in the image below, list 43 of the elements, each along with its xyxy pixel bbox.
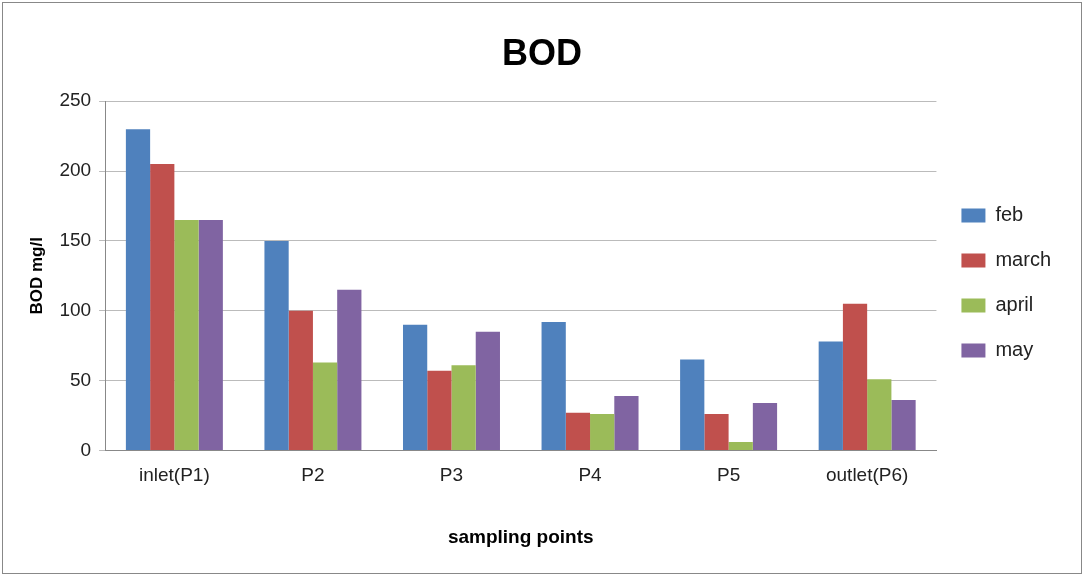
- bar: [565, 412, 591, 450]
- x-tick-label: P4: [578, 464, 603, 486]
- bar: [403, 324, 428, 450]
- legend-label: april: [995, 293, 1034, 316]
- bar: [752, 402, 778, 450]
- legend-label: may: [995, 338, 1034, 361]
- bar: [891, 400, 916, 450]
- legend-label: feb: [995, 203, 1024, 226]
- x-axis-title: sampling points: [447, 525, 594, 547]
- bar: [451, 365, 476, 450]
- y-tick-label: 0: [80, 438, 92, 460]
- x-tick-label: inlet(P1): [139, 464, 210, 486]
- bar: [590, 414, 615, 450]
- legend-label: march: [995, 248, 1052, 271]
- bar: [475, 331, 500, 450]
- bar: [614, 395, 639, 450]
- bar: [150, 164, 175, 450]
- y-tick-label: 250: [59, 89, 92, 111]
- bar: [427, 370, 452, 450]
- bar: [818, 341, 843, 450]
- bar: [337, 289, 362, 450]
- y-tick-label: 100: [59, 298, 92, 320]
- bar: [867, 379, 892, 450]
- x-tick-label: P2: [301, 464, 325, 486]
- bar: [125, 129, 151, 450]
- y-axis-title: BOD mg/l: [26, 237, 46, 315]
- bar: [842, 303, 868, 450]
- x-tick-label: P3: [439, 464, 464, 486]
- bar: [704, 414, 729, 450]
- bar: [680, 359, 705, 450]
- bar: [198, 219, 223, 450]
- x-tick-label: P5: [716, 464, 741, 486]
- bar: [288, 310, 313, 450]
- bar: [174, 219, 199, 450]
- y-tick-label: 200: [59, 159, 92, 181]
- bar: [728, 442, 753, 450]
- bar: [264, 240, 289, 450]
- y-tick-label: 150: [59, 229, 92, 251]
- bar: [541, 321, 566, 450]
- bar: [312, 362, 338, 450]
- x-tick-label: outlet(P6): [825, 464, 909, 486]
- chart-title: BOD: [502, 31, 582, 73]
- y-tick-label: 50: [69, 368, 92, 390]
